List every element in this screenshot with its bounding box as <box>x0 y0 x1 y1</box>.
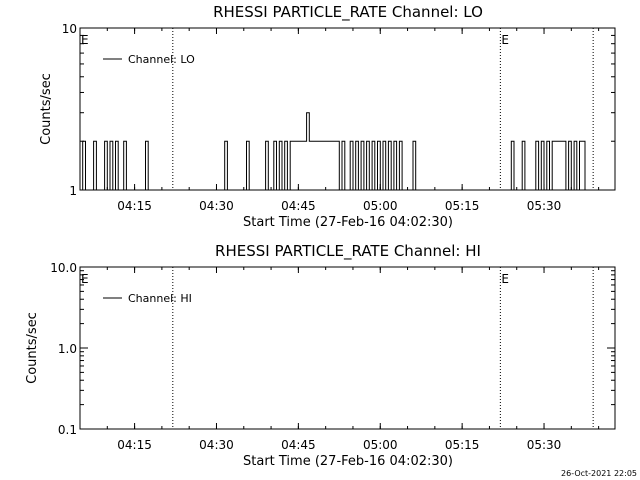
y-tick-label: 1 <box>69 184 77 198</box>
event-lines <box>172 267 594 429</box>
x-tick-label: 04:30 <box>199 199 234 213</box>
x-tick-label: 05:00 <box>363 199 398 213</box>
legend: Channel: HI <box>103 292 192 305</box>
x-tick-label: 04:15 <box>117 438 152 452</box>
x-tick-label: 05:30 <box>527 199 562 213</box>
chart-title: RHESSI PARTICLE_RATE Channel: LO <box>213 3 483 22</box>
x-tick-label: 05:00 <box>363 438 398 452</box>
y-axis-label: Counts/sec <box>25 312 40 384</box>
x-tick-label: 04:30 <box>199 438 234 452</box>
y-tick-label: 0.1 <box>58 423 77 437</box>
series-lines <box>80 112 587 191</box>
event-marker: E <box>501 272 509 286</box>
chart-panel-hi: RHESSI PARTICLE_RATE Channel: HI 04:15 04… <box>25 242 616 469</box>
y-tick-label: 10.0 <box>50 261 77 275</box>
axis-ticks: 04:15 04:30 04:45 05:00 05:15 05:30 1 10 <box>62 22 615 213</box>
legend-label: Channel: HI <box>128 292 192 305</box>
event-marker: E <box>81 33 89 47</box>
y-axis-label: Counts/sec <box>39 73 54 145</box>
x-tick-label: 05:30 <box>527 438 562 452</box>
chart-panel-lo: RHESSI PARTICLE_RATE Channel: LO 04:15 04… <box>39 3 616 230</box>
series-line <box>80 112 587 191</box>
event-lines <box>172 28 594 190</box>
x-tick-label: 04:45 <box>281 199 316 213</box>
chart-title: RHESSI PARTICLE_RATE Channel: HI <box>215 242 481 261</box>
x-axis-label: Start Time (27-Feb-16 04:02:30) <box>243 215 453 230</box>
event-marker: E <box>501 33 509 47</box>
event-marker: E <box>81 272 89 286</box>
x-tick-label: 05:15 <box>445 199 480 213</box>
y-tick-label: 10 <box>62 22 77 36</box>
legend-label: Channel: LO <box>128 53 195 66</box>
x-tick-label: 05:15 <box>445 438 480 452</box>
y-tick-label: 1.0 <box>58 342 77 356</box>
axis-ticks: 04:15 04:30 04:45 05:00 05:15 05:30 0.1 1.0 10.0 <box>50 261 615 452</box>
legend: Channel: LO <box>103 53 195 66</box>
x-tick-label: 04:45 <box>281 438 316 452</box>
x-axis-label: Start Time (27-Feb-16 04:02:30) <box>243 454 453 469</box>
timestamp: 26-Oct-2021 22:05 <box>561 469 637 478</box>
x-tick-label: 04:15 <box>117 199 152 213</box>
